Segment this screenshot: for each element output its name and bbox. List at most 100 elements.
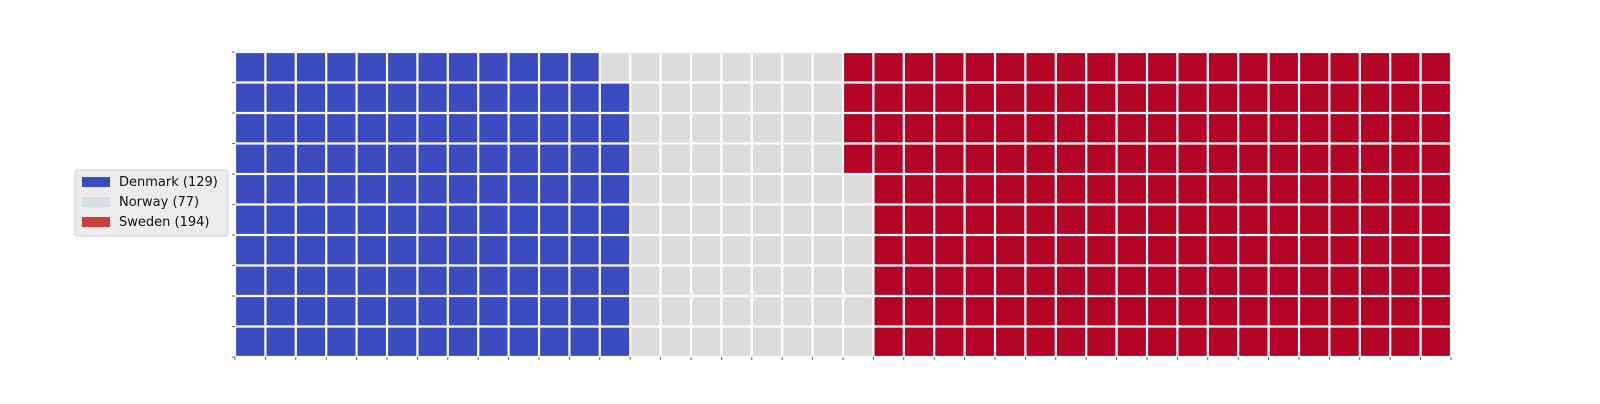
waffle-cell-norway [813, 297, 842, 326]
waffle-cell-sweden [1360, 144, 1390, 173]
waffle-cell-sweden [1148, 114, 1177, 143]
waffle-cell-sweden [996, 327, 1025, 356]
waffle-cell-sweden [1178, 266, 1207, 295]
waffle-cell-sweden [1087, 114, 1116, 143]
waffle-cell-denmark [540, 175, 569, 204]
waffle-cell-sweden [904, 175, 934, 204]
waffle-cell-denmark [357, 205, 386, 234]
waffle-cell-sweden [1056, 297, 1086, 326]
waffle-cell-sweden [1087, 236, 1116, 265]
waffle-cell-sweden [1056, 144, 1086, 173]
waffle-cell-norway [661, 236, 690, 265]
waffle-cell-denmark [418, 327, 447, 356]
waffle-cell-denmark [236, 297, 265, 326]
waffle-cell-norway [783, 114, 812, 143]
waffle-cell-sweden [965, 205, 994, 234]
waffle-cell-denmark [479, 83, 508, 112]
waffle-cell-sweden [1269, 266, 1298, 295]
waffle-cell-sweden [1178, 205, 1207, 234]
waffle-cell-norway [692, 266, 721, 295]
waffle-cell-sweden [1148, 53, 1177, 82]
waffle-cell-sweden [1330, 266, 1359, 295]
legend-label-sweden: Sweden (194) [119, 215, 209, 230]
waffle-cell-sweden [996, 297, 1025, 326]
waffle-cell-denmark [448, 205, 478, 234]
waffle-cell-sweden [874, 266, 903, 295]
waffle-cell-denmark [448, 53, 478, 82]
waffle-cell-norway [692, 53, 721, 82]
waffle-cell-sweden [904, 205, 934, 234]
waffle-cell-sweden [965, 327, 994, 356]
waffle-cells [236, 53, 1450, 356]
waffle-cell-denmark [448, 236, 478, 265]
waffle-cell-denmark [600, 205, 630, 234]
waffle-cell-denmark [448, 83, 478, 112]
waffle-cell-denmark [570, 175, 599, 204]
waffle-cell-denmark [236, 144, 265, 173]
waffle-cell-sweden [1056, 83, 1086, 112]
waffle-cell-denmark [266, 236, 295, 265]
waffle-cell-sweden [1026, 205, 1055, 234]
waffle-cell-sweden [1269, 53, 1298, 82]
waffle-cell-sweden [1330, 205, 1359, 234]
waffle-cell-norway [692, 83, 721, 112]
waffle-cell-denmark [600, 144, 630, 173]
waffle-cell-sweden [1300, 114, 1329, 143]
waffle-cell-denmark [418, 53, 447, 82]
waffle-cell-norway [752, 266, 782, 295]
waffle-cell-sweden [935, 205, 964, 234]
waffle-cell-denmark [236, 114, 265, 143]
axis-ticks [232, 51, 1452, 360]
waffle-cell-denmark [418, 114, 447, 143]
waffle-cell-norway [722, 53, 751, 82]
waffle-cell-sweden [1300, 327, 1329, 356]
waffle-cell-sweden [1421, 53, 1450, 82]
waffle-cell-sweden [904, 327, 934, 356]
waffle-cell-denmark [327, 83, 356, 112]
waffle-cell-norway [783, 266, 812, 295]
waffle-cell-norway [844, 175, 873, 204]
waffle-cell-sweden [1300, 175, 1329, 204]
waffle-cell-denmark [327, 114, 356, 143]
waffle-cell-sweden [904, 236, 934, 265]
waffle-cell-sweden [1330, 83, 1359, 112]
waffle-cell-sweden [1026, 266, 1055, 295]
waffle-cell-denmark [509, 114, 538, 143]
waffle-cell-sweden [996, 266, 1025, 295]
waffle-cell-sweden [1056, 266, 1086, 295]
waffle-cell-norway [631, 205, 660, 234]
waffle-cell-sweden [1148, 205, 1177, 234]
waffle-cell-denmark [296, 205, 326, 234]
waffle-cell-denmark [388, 175, 417, 204]
waffle-cell-sweden [1360, 83, 1390, 112]
waffle-cell-norway [661, 144, 690, 173]
waffle-cell-sweden [1056, 114, 1086, 143]
waffle-cell-sweden [965, 236, 994, 265]
waffle-cell-sweden [1117, 144, 1146, 173]
waffle-cell-denmark [388, 144, 417, 173]
waffle-cell-norway [844, 205, 873, 234]
waffle-cell-sweden [1391, 297, 1420, 326]
waffle-cell-denmark [540, 297, 569, 326]
waffle-cell-sweden [1421, 236, 1450, 265]
waffle-cell-sweden [1087, 175, 1116, 204]
waffle-cell-sweden [1117, 266, 1146, 295]
waffle-cell-sweden [935, 83, 964, 112]
waffle-cell-norway [661, 327, 690, 356]
waffle-cell-sweden [1330, 297, 1359, 326]
waffle-cell-sweden [1300, 266, 1329, 295]
waffle-cell-sweden [1421, 327, 1450, 356]
waffle-cell-norway [692, 236, 721, 265]
waffle-cell-denmark [388, 327, 417, 356]
waffle-cell-sweden [1360, 297, 1390, 326]
waffle-cell-sweden [874, 83, 903, 112]
waffle-cell-sweden [1087, 266, 1116, 295]
waffle-cell-sweden [1360, 53, 1390, 82]
waffle-cell-denmark [479, 236, 508, 265]
waffle-cell-denmark [388, 205, 417, 234]
waffle-cell-sweden [1360, 327, 1390, 356]
waffle-cell-norway [783, 144, 812, 173]
waffle-cell-denmark [296, 327, 326, 356]
waffle-cell-norway [783, 83, 812, 112]
waffle-cell-denmark [600, 297, 630, 326]
